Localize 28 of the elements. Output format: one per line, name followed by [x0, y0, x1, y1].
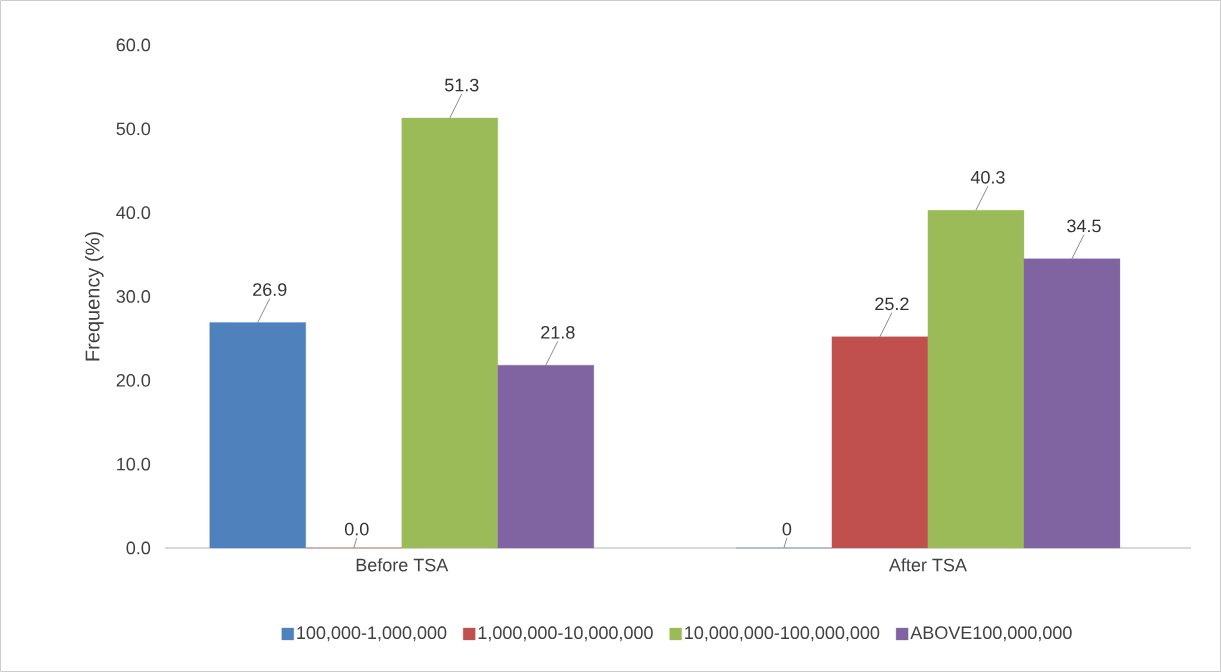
data-label: 0 [782, 522, 792, 536]
bar [927, 209, 1025, 549]
y-tick-label: 20.0 [116, 373, 151, 387]
legend-label: 1,000,000-10,000,000 [478, 626, 653, 642]
bar [401, 117, 498, 549]
data-label: 21.8 [541, 325, 575, 339]
data-label: 34.5 [1067, 219, 1101, 233]
data-label: 25.2 [875, 297, 909, 311]
data-label: 40.3 [970, 170, 1005, 184]
legend-label: 10,000,000-100,000,000 [685, 626, 880, 642]
x-tick-label: Before TSA [356, 558, 449, 572]
bar [1023, 258, 1121, 549]
y-tick-label: 50.0 [116, 122, 151, 136]
x-tick-label: After TSA [888, 558, 967, 572]
bar [209, 322, 306, 549]
bar [831, 336, 929, 549]
y-tick-label: 10.0 [117, 457, 151, 471]
y-tick-label: 60.0 [116, 38, 151, 52]
y-axis-title: Frequency (%) [84, 232, 104, 361]
data-label: 51.3 [444, 78, 479, 92]
y-tick-label: 40.0 [116, 206, 151, 220]
y-tick-label: 30.0 [116, 290, 151, 303]
legend-label: 100,000-1,000,000 [297, 626, 447, 642]
data-label: 26.9 [253, 283, 287, 296]
bar [497, 365, 594, 549]
y-tick-label: 0.0 [126, 541, 151, 555]
legend-label: ABOVE100,000,000 [910, 626, 1072, 642]
data-label: 0.0 [344, 522, 369, 536]
